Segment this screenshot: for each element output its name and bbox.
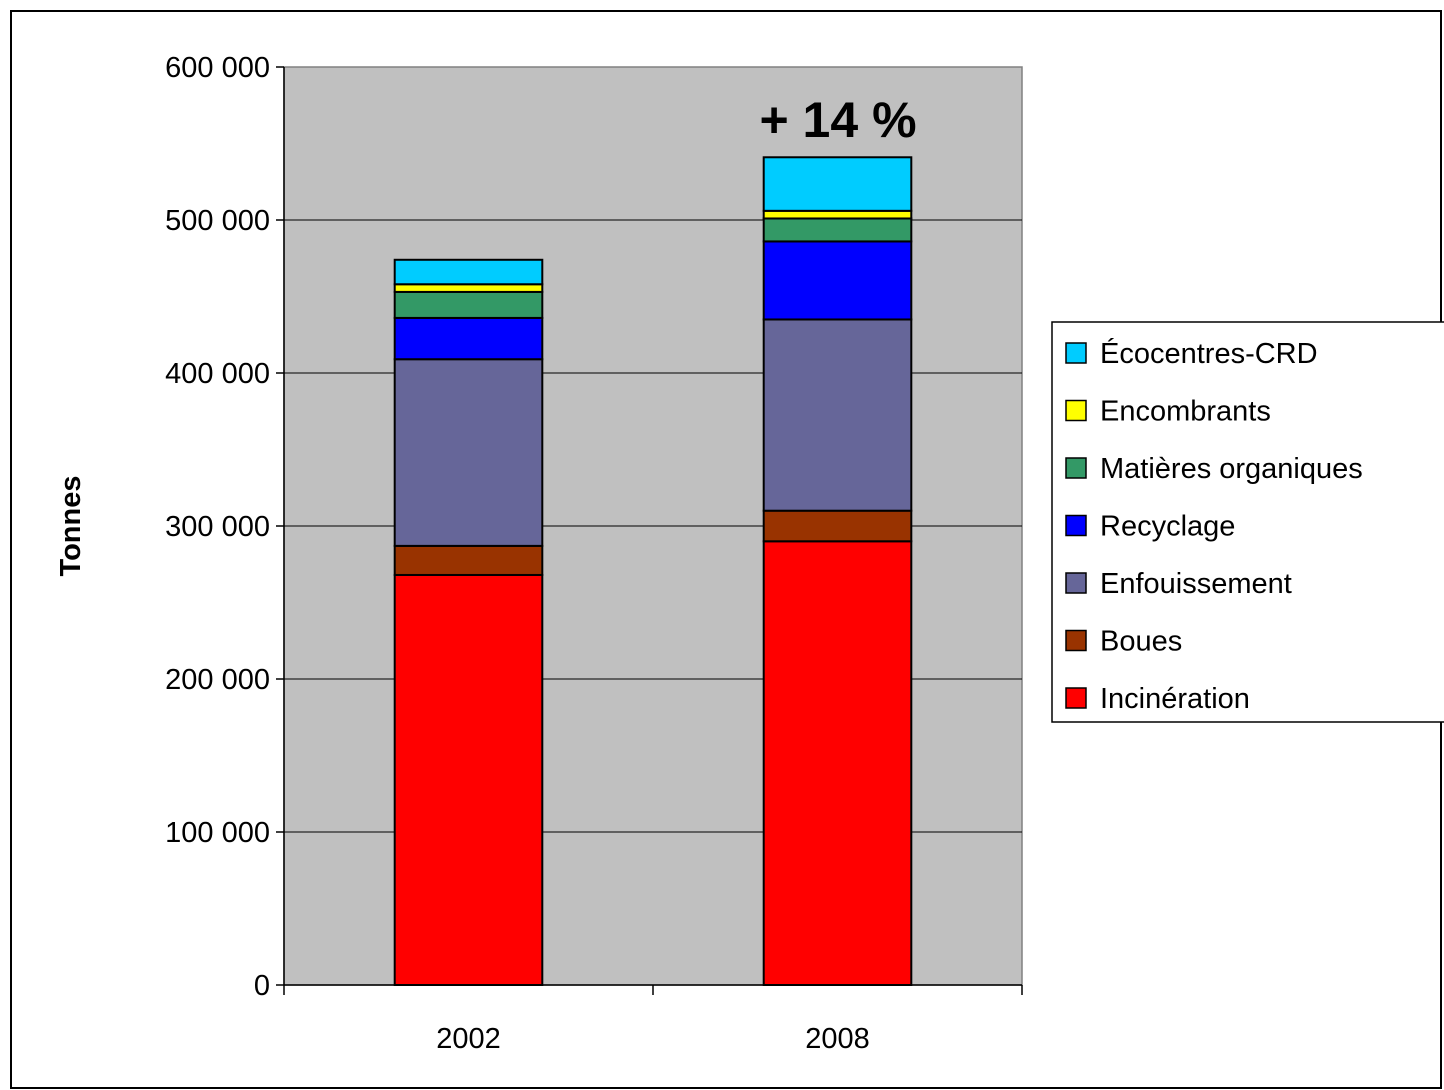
bar-segment <box>393 358 544 547</box>
legend-swatch <box>1065 687 1087 709</box>
bar-segment <box>762 318 913 512</box>
y-tick-label: 0 <box>254 970 270 1002</box>
bar-segment <box>762 509 913 543</box>
legend-swatch <box>1065 342 1087 364</box>
y-tick-label: 100 000 <box>165 817 270 849</box>
bars <box>393 156 913 987</box>
bar-segment <box>393 316 544 361</box>
bar-segment <box>393 290 544 319</box>
x-tick-label: 2008 <box>805 1023 870 1055</box>
x-tick-labels: 2002 2008 <box>436 1023 870 1055</box>
growth-annotation: + 14 % <box>759 92 916 148</box>
y-tick-label: 600 000 <box>165 52 270 84</box>
legend-swatch <box>1065 514 1087 537</box>
y-tick-label: 500 000 <box>165 205 270 237</box>
legend-label: Incinération <box>1100 683 1250 715</box>
y-tick-labels: 0 100 000 200 000 300 000 400 000 500 000 600 … <box>165 52 270 1002</box>
legend-label: Recyclage <box>1100 511 1235 543</box>
legend-label: Boues <box>1100 626 1182 658</box>
legend: Écocentres-CRD Encombrants Matières organi… <box>1051 321 1444 723</box>
legend-label: Encombrants <box>1100 396 1271 428</box>
legend-label: Écocentres-CRD <box>1100 337 1318 370</box>
bar-segment <box>762 540 913 986</box>
legend-box <box>1051 321 1444 723</box>
legend-label: Enfouissement <box>1100 568 1292 600</box>
bar-segment <box>762 217 913 243</box>
bar-segment <box>393 258 544 286</box>
y-tick-label: 200 000 <box>165 664 270 696</box>
legend-swatch <box>1065 399 1087 422</box>
y-tick-label: 300 000 <box>165 511 270 543</box>
bar-segment <box>393 283 544 293</box>
y-axis-title: Tonnes <box>55 476 87 577</box>
bar-segment <box>393 573 544 987</box>
legend-swatch <box>1065 629 1087 652</box>
bar-segment <box>762 156 913 212</box>
bar-segment <box>393 544 544 576</box>
bar-segment <box>762 240 913 321</box>
legend-label: Matières organiques <box>1100 453 1363 485</box>
axes <box>276 66 1023 995</box>
y-tick-label: 400 000 <box>165 358 270 390</box>
bar-segment <box>762 209 913 220</box>
legend-swatch <box>1065 457 1087 479</box>
legend-swatch <box>1065 572 1087 594</box>
x-tick-label: 2002 <box>436 1023 501 1055</box>
